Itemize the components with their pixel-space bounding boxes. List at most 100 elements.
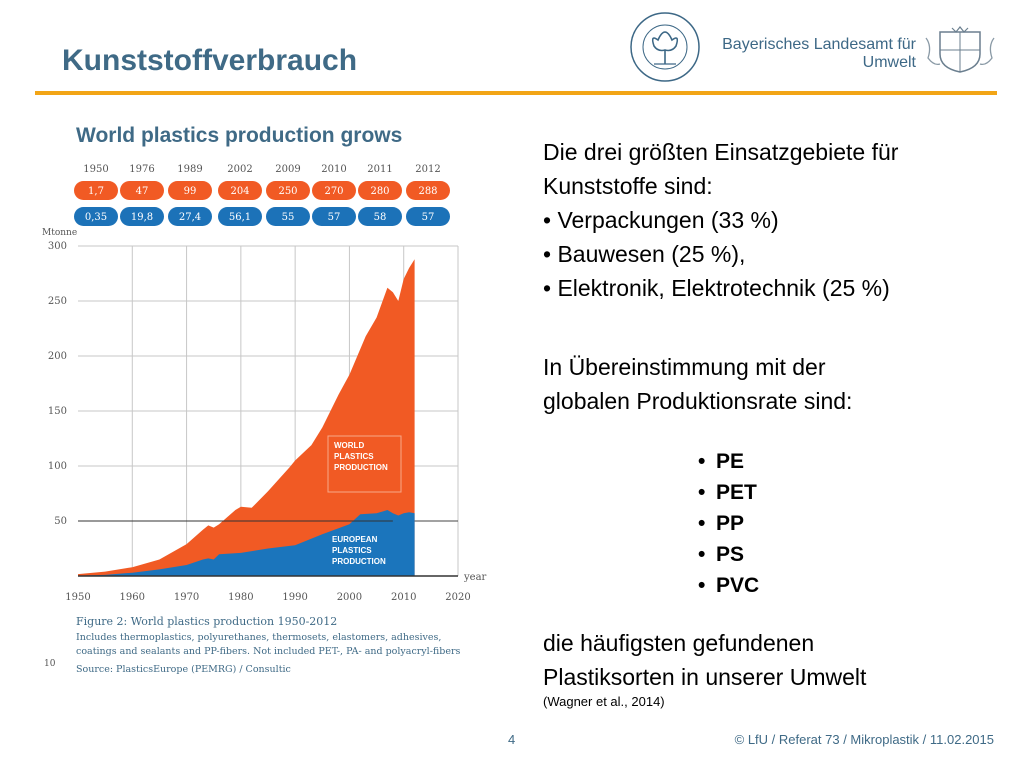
para1-line2: Kunststoffe sind: xyxy=(543,173,713,199)
pill-year-label: 1950 xyxy=(83,164,108,175)
list-item: • PS xyxy=(698,539,759,570)
world-value-label: 288 xyxy=(418,186,437,197)
world-value-label: 1,7 xyxy=(88,186,104,197)
europe-value-pill xyxy=(312,207,356,226)
x-tick-label: 1970 xyxy=(174,592,199,603)
europe-value-label: 57 xyxy=(328,212,341,223)
logo-text-line1: Bayerisches Landesamt für xyxy=(722,36,916,53)
plastic-type: PP xyxy=(716,512,745,535)
plastic-types-list: • PE • PET • PP • PS • PVC xyxy=(698,446,759,601)
pill-year-label: 2009 xyxy=(275,164,300,175)
slide-title: Kunststoffverbrauch xyxy=(62,44,358,77)
plastic-type: PS xyxy=(716,543,745,566)
figure-caption-title: Figure 2: World plastics production 1950… xyxy=(76,615,337,628)
europe-value-label: 58 xyxy=(374,212,387,223)
world-value-pill xyxy=(312,181,356,200)
para1-line1: Die drei größten Einsatzgebiete für xyxy=(543,139,899,165)
europe-series-label: PLASTICS xyxy=(332,546,372,555)
world-value-label: 204 xyxy=(230,186,249,197)
chart-svg: World plastics production grows 1950 1,7 0,… xyxy=(42,124,487,675)
world-value-pill xyxy=(266,181,310,200)
plastic-type: PE xyxy=(716,450,745,473)
world-label-box xyxy=(327,435,402,493)
europe-value-pill xyxy=(74,207,118,226)
list-item: • PVC xyxy=(698,570,759,601)
plastic-type: PVC xyxy=(716,574,760,597)
x-tick-label: 2010 xyxy=(391,592,416,603)
environment-block: die häufigsten gefundenen Plastiksorten … xyxy=(543,626,1003,710)
figure-caption-line: coatings and sealants and PP-fibers. Not… xyxy=(76,646,461,657)
para2-line1: In Übereinstimmung mit der xyxy=(543,354,826,380)
europe-value-label: 19,8 xyxy=(131,212,153,223)
pill-year-label: 2012 xyxy=(415,164,440,175)
europe-value-pill xyxy=(218,207,262,226)
europe-value-pill xyxy=(266,207,310,226)
list-item: • PE xyxy=(698,446,759,477)
x-tick-label: 2020 xyxy=(445,592,470,603)
europe-value-pill xyxy=(168,207,212,226)
pill-year-label: 1976 xyxy=(129,164,154,175)
bavarian-coat-of-arms-icon xyxy=(922,26,998,79)
para3-line2: Plastiksorten in unserer Umwelt xyxy=(543,664,867,690)
chart-title: World plastics production grows xyxy=(76,124,402,147)
list-item: • PET xyxy=(698,477,759,508)
pill-year-label: 2011 xyxy=(367,164,392,175)
bullet-electronics: • Elektronik, Elektrotechnik (25 %) xyxy=(543,275,890,301)
europe-series-label: PRODUCTION xyxy=(332,557,386,566)
y-tick-label: 250 xyxy=(48,296,67,307)
logo-text-line2: Umwelt xyxy=(862,54,916,71)
pill-year-label: 2010 xyxy=(321,164,346,175)
y-axis-label: Mtonne xyxy=(42,228,77,238)
europe-value-label: 27,4 xyxy=(179,212,201,223)
europe-value-label: 57 xyxy=(422,212,435,223)
para2-line2: globalen Produktionsrate sind: xyxy=(543,388,853,414)
world-value-pill xyxy=(74,181,118,200)
y-tick-label: 150 xyxy=(48,406,67,417)
world-value-pill xyxy=(218,181,262,200)
plastic-type: PET xyxy=(716,481,757,504)
y-tick-label: 300 xyxy=(48,241,67,252)
y-tick-label: 100 xyxy=(48,461,67,472)
usage-areas-block: Die drei größten Einsatzgebiete für Kuns… xyxy=(543,135,1003,305)
world-value-label: 99 xyxy=(184,186,197,197)
world-series-label: PRODUCTION xyxy=(334,463,388,472)
figure-caption-line: Includes thermoplastics, polyurethanes, … xyxy=(76,632,441,643)
lfu-seal-logo xyxy=(628,10,702,89)
world-value-label: 250 xyxy=(278,186,297,197)
world-production-area xyxy=(78,259,415,576)
world-value-label: 270 xyxy=(324,186,343,197)
europe-series-label: EUROPEAN xyxy=(332,535,378,544)
para3-line1: die häufigsten gefundenen xyxy=(543,630,815,656)
pill-year-label: 2002 xyxy=(227,164,252,175)
bullet-construction: • Bauwesen (25 %), xyxy=(543,241,746,267)
plastics-production-chart: World plastics production grows 1950 1,7 0,… xyxy=(38,118,488,688)
world-value-pill xyxy=(406,181,450,200)
world-series-label: PLASTICS xyxy=(334,452,374,461)
footer-credit: © LfU / Referat 73 / Mikroplastik / 11.0… xyxy=(734,732,994,747)
x-tick-label: 1950 xyxy=(65,592,90,603)
europe-value-label: 56,1 xyxy=(229,212,251,223)
x-tick-label: 1980 xyxy=(228,592,253,603)
europe-value-pill xyxy=(358,207,402,226)
europe-value-label: 0,35 xyxy=(85,212,107,223)
x-tick-label: 2000 xyxy=(337,592,362,603)
pill-year-label: 1989 xyxy=(177,164,202,175)
production-rate-block: In Übereinstimmung mit der globalen Prod… xyxy=(543,350,1003,418)
world-value-pill xyxy=(120,181,164,200)
world-series-label: WORLD xyxy=(334,441,364,450)
x-tick-label: 1960 xyxy=(120,592,145,603)
lfu-logo-text: Bayerisches Landesamt für Umwelt xyxy=(708,36,916,72)
x-axis-label: year xyxy=(463,572,487,583)
world-value-label: 280 xyxy=(370,186,389,197)
bullet-packaging: • Verpackungen (33 %) xyxy=(543,207,779,233)
figure-caption-source: Source: PlasticsEurope (PEMRG) / Consult… xyxy=(76,664,291,675)
europe-production-area xyxy=(78,510,415,576)
title-underline xyxy=(35,91,997,95)
europe-value-pill xyxy=(406,207,450,226)
list-item: • PP xyxy=(698,508,759,539)
europe-value-label: 55 xyxy=(282,212,295,223)
x-tick-label: 1990 xyxy=(282,592,307,603)
world-value-label: 47 xyxy=(136,186,149,197)
europe-value-pill xyxy=(120,207,164,226)
page-reference: 10 xyxy=(44,659,56,669)
